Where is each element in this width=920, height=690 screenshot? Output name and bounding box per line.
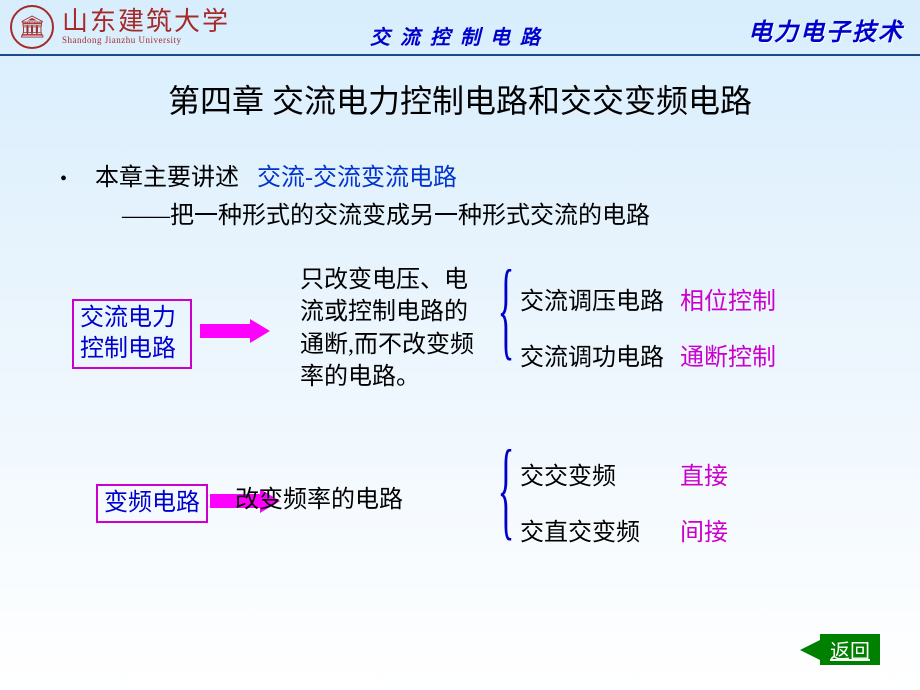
brace-2-icon: { xyxy=(498,434,515,544)
university-name-en: Shandong Jianzhu University xyxy=(62,35,230,45)
branch-control: 相位控制 xyxy=(680,284,776,320)
branch-label: 交流调压电路 xyxy=(520,284,680,320)
branch-label: 交直交变频 xyxy=(520,515,680,551)
branch-row: 交交变频 直接 xyxy=(520,459,728,495)
return-label: 返回 xyxy=(820,634,880,665)
intro-sub: ——把一种形式的交流变成另一种形式交流的电路 xyxy=(122,198,860,234)
branch-control: 间接 xyxy=(680,515,728,551)
branch-label: 交流调功电路 xyxy=(520,340,680,376)
branch-label: 交交变频 xyxy=(520,459,680,495)
box-freq-convert: 变频电路 xyxy=(96,484,208,523)
brace-1-icon: { xyxy=(498,254,515,364)
arrow-line-icon xyxy=(200,324,250,338)
branch-control: 通断控制 xyxy=(680,340,776,376)
header-divider xyxy=(0,54,920,56)
bullet-icon: • xyxy=(60,164,67,194)
concept-diagram: 交流电力 控制电路 只改变电压、电流或控制电路的通断,而不改变频率的电路。 { … xyxy=(60,264,860,604)
course-title: 电力电子技术 xyxy=(748,12,904,47)
university-name-block: 山东建筑大学 Shandong Jianzhu University xyxy=(62,9,230,45)
arrow-1 xyxy=(200,319,270,343)
intro-prefix: 本章主要讲述 xyxy=(95,165,239,191)
branch-control: 直接 xyxy=(680,459,728,495)
branch-row: 交直交变频 间接 xyxy=(520,515,728,551)
chapter-title: 第四章 交流电力控制电路和交交变频电路 xyxy=(0,76,920,122)
arrow-head-icon xyxy=(250,319,270,343)
header: 🏛 山东建筑大学 Shandong Jianzhu University 交流控… xyxy=(0,0,920,54)
branch-group-1: 交流调压电路 相位控制 交流调功电路 通断控制 xyxy=(520,284,776,396)
box1-line2: 控制电路 xyxy=(80,336,176,362)
return-arrow-icon xyxy=(800,639,822,661)
desc-2: 改变频率的电路 xyxy=(235,484,403,516)
branch-group-2: 交交变频 直接 交直交变频 间接 xyxy=(520,459,728,571)
slide-subject: 交流控制电路 xyxy=(370,21,550,50)
university-name-cn: 山东建筑大学 xyxy=(62,9,230,35)
intro-line: • 本章主要讲述 交流-交流变流电路 xyxy=(60,160,860,196)
return-button[interactable]: 返回 xyxy=(800,634,880,665)
box1-line1: 交流电力 xyxy=(80,305,176,331)
logo-icon: 🏛 xyxy=(18,14,46,40)
content-area: • 本章主要讲述 交流-交流变流电路 ——把一种形式的交流变成另一种形式交流的电… xyxy=(0,122,920,604)
branch-row: 交流调压电路 相位控制 xyxy=(520,284,776,320)
intro-highlight: 交流-交流变流电路 xyxy=(257,165,457,191)
branch-row: 交流调功电路 通断控制 xyxy=(520,340,776,376)
box-ac-power-control: 交流电力 控制电路 xyxy=(72,299,192,369)
university-logo: 🏛 xyxy=(10,5,54,49)
desc-1: 只改变电压、电流或控制电路的通断,而不改变频率的电路。 xyxy=(300,264,480,394)
